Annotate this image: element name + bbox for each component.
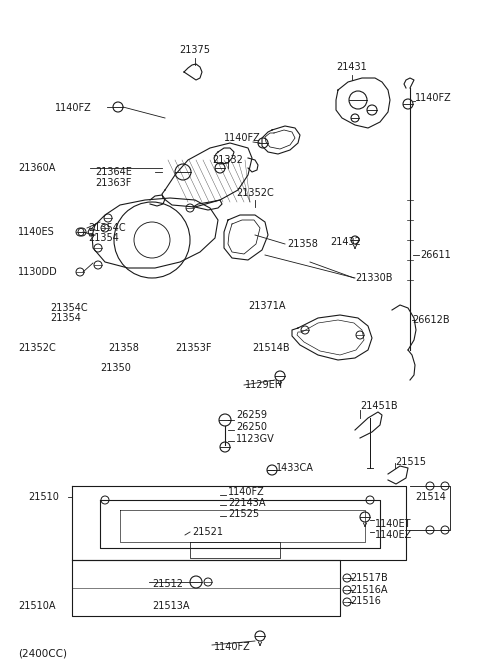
Text: 1140FZ: 1140FZ bbox=[55, 103, 92, 113]
Text: 21360A: 21360A bbox=[18, 163, 55, 173]
Text: 21525: 21525 bbox=[228, 509, 259, 519]
Text: 1140EZ: 1140EZ bbox=[375, 530, 412, 540]
Text: 1129EH: 1129EH bbox=[245, 380, 283, 390]
Text: 1140FZ: 1140FZ bbox=[224, 133, 261, 143]
Text: 1140ES: 1140ES bbox=[18, 227, 55, 237]
Text: 21350: 21350 bbox=[100, 363, 131, 373]
Text: 21371A: 21371A bbox=[248, 301, 286, 311]
Text: 21512: 21512 bbox=[152, 579, 183, 589]
Text: 22143A: 22143A bbox=[228, 498, 265, 508]
Text: 21510A: 21510A bbox=[18, 601, 56, 611]
Text: 21431: 21431 bbox=[336, 62, 367, 72]
Text: 21375: 21375 bbox=[180, 45, 211, 55]
Text: 21358: 21358 bbox=[287, 239, 318, 249]
Text: 21510: 21510 bbox=[28, 492, 59, 502]
Text: 21354: 21354 bbox=[50, 313, 81, 323]
Text: 21432: 21432 bbox=[330, 237, 361, 247]
Text: 21515: 21515 bbox=[395, 457, 426, 467]
Text: 21352C: 21352C bbox=[236, 188, 274, 198]
Text: 21353F: 21353F bbox=[175, 343, 212, 353]
Text: 21521: 21521 bbox=[192, 527, 223, 537]
Text: 21330B: 21330B bbox=[355, 273, 393, 283]
Text: 21513A: 21513A bbox=[152, 601, 190, 611]
Text: 1123GV: 1123GV bbox=[236, 434, 275, 444]
Text: 21363F: 21363F bbox=[95, 178, 132, 188]
Text: 21516: 21516 bbox=[350, 596, 381, 606]
Text: 1140FZ: 1140FZ bbox=[415, 93, 452, 103]
Text: 26250: 26250 bbox=[236, 422, 267, 432]
Text: (2400CC): (2400CC) bbox=[18, 648, 67, 658]
Text: 26259: 26259 bbox=[236, 410, 267, 420]
Text: 21358: 21358 bbox=[108, 343, 139, 353]
Text: 21352C: 21352C bbox=[18, 343, 56, 353]
Text: 21332: 21332 bbox=[213, 155, 243, 165]
Text: 26611: 26611 bbox=[420, 250, 451, 260]
Text: 21451B: 21451B bbox=[360, 401, 397, 411]
Text: 1140FZ: 1140FZ bbox=[214, 642, 251, 652]
Text: 21514B: 21514B bbox=[252, 343, 289, 353]
Text: 1433CA: 1433CA bbox=[276, 463, 314, 473]
Text: 21514: 21514 bbox=[415, 492, 446, 502]
Text: 1130DD: 1130DD bbox=[18, 267, 58, 277]
Text: 21364E: 21364E bbox=[95, 167, 132, 177]
Text: 1140FZ: 1140FZ bbox=[228, 487, 265, 497]
Text: 26612B: 26612B bbox=[412, 315, 450, 325]
Text: 21354C: 21354C bbox=[88, 223, 126, 233]
Text: 21516A: 21516A bbox=[350, 585, 387, 595]
Text: 1140ET: 1140ET bbox=[375, 519, 411, 529]
Text: 21354C: 21354C bbox=[50, 303, 88, 313]
Text: 21354: 21354 bbox=[88, 233, 119, 243]
Text: 21517B: 21517B bbox=[350, 573, 388, 583]
